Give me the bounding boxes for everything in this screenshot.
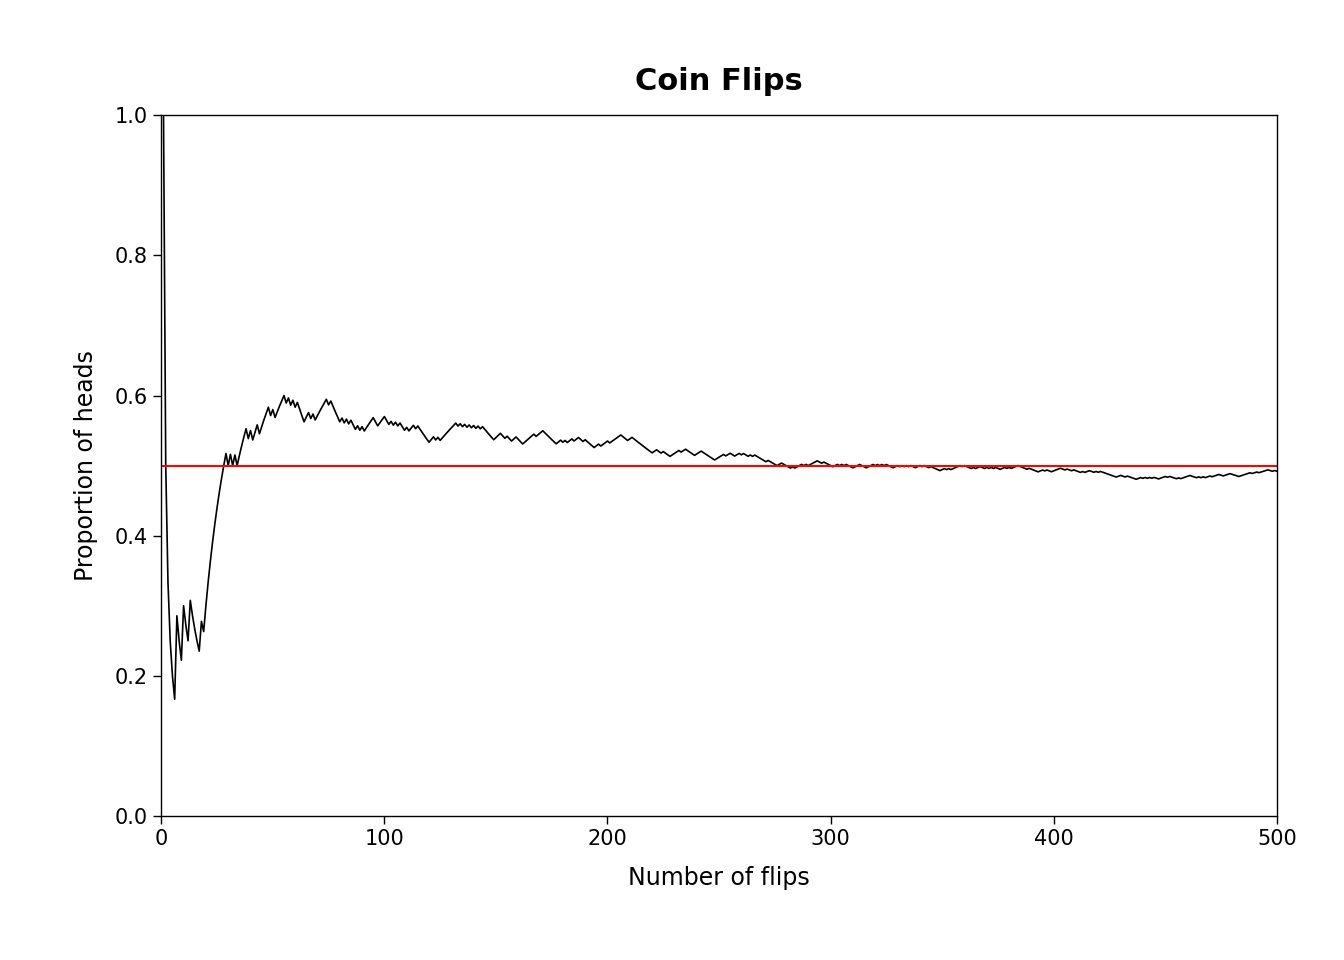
Title: Coin Flips: Coin Flips (636, 67, 802, 96)
X-axis label: Number of flips: Number of flips (628, 866, 810, 890)
Y-axis label: Proportion of heads: Proportion of heads (74, 350, 98, 581)
